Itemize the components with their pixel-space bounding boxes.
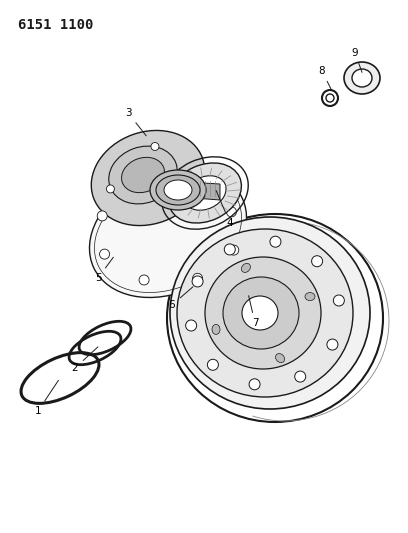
Circle shape xyxy=(333,295,344,306)
Circle shape xyxy=(249,379,260,390)
Ellipse shape xyxy=(177,229,353,397)
Circle shape xyxy=(151,142,159,150)
Text: 2: 2 xyxy=(72,347,98,373)
Ellipse shape xyxy=(242,263,251,272)
Ellipse shape xyxy=(170,217,370,409)
Ellipse shape xyxy=(223,277,299,349)
Text: 5: 5 xyxy=(95,257,113,283)
Circle shape xyxy=(186,320,197,331)
Ellipse shape xyxy=(109,146,177,204)
Text: 1: 1 xyxy=(35,381,58,416)
Circle shape xyxy=(133,183,144,193)
Text: 8: 8 xyxy=(319,66,332,91)
Circle shape xyxy=(229,245,239,255)
Ellipse shape xyxy=(156,175,200,205)
Circle shape xyxy=(100,249,110,259)
Circle shape xyxy=(295,371,306,382)
Ellipse shape xyxy=(150,170,206,210)
Ellipse shape xyxy=(164,180,192,200)
Polygon shape xyxy=(168,181,220,200)
Text: 9: 9 xyxy=(352,48,362,72)
Ellipse shape xyxy=(122,157,164,192)
Ellipse shape xyxy=(184,176,226,210)
Circle shape xyxy=(97,211,107,221)
Text: 3: 3 xyxy=(125,108,146,136)
Text: 7: 7 xyxy=(248,296,258,328)
Text: 6151 1100: 6151 1100 xyxy=(18,18,93,32)
Circle shape xyxy=(193,273,203,284)
Circle shape xyxy=(224,244,235,255)
Ellipse shape xyxy=(212,325,220,334)
Circle shape xyxy=(312,256,323,266)
Ellipse shape xyxy=(242,296,278,330)
Circle shape xyxy=(187,181,197,191)
Ellipse shape xyxy=(275,353,285,362)
Ellipse shape xyxy=(91,131,205,225)
Circle shape xyxy=(207,359,218,370)
Text: 4: 4 xyxy=(216,191,233,228)
Circle shape xyxy=(327,339,338,350)
Circle shape xyxy=(175,195,183,203)
Ellipse shape xyxy=(169,163,242,223)
Ellipse shape xyxy=(205,257,321,369)
Circle shape xyxy=(139,275,149,285)
Circle shape xyxy=(270,236,281,247)
Ellipse shape xyxy=(305,293,315,301)
Circle shape xyxy=(192,276,203,287)
Text: 6: 6 xyxy=(169,287,193,310)
Ellipse shape xyxy=(89,168,246,297)
Ellipse shape xyxy=(352,69,372,87)
Ellipse shape xyxy=(344,62,380,94)
Circle shape xyxy=(106,185,114,193)
Circle shape xyxy=(226,207,237,217)
